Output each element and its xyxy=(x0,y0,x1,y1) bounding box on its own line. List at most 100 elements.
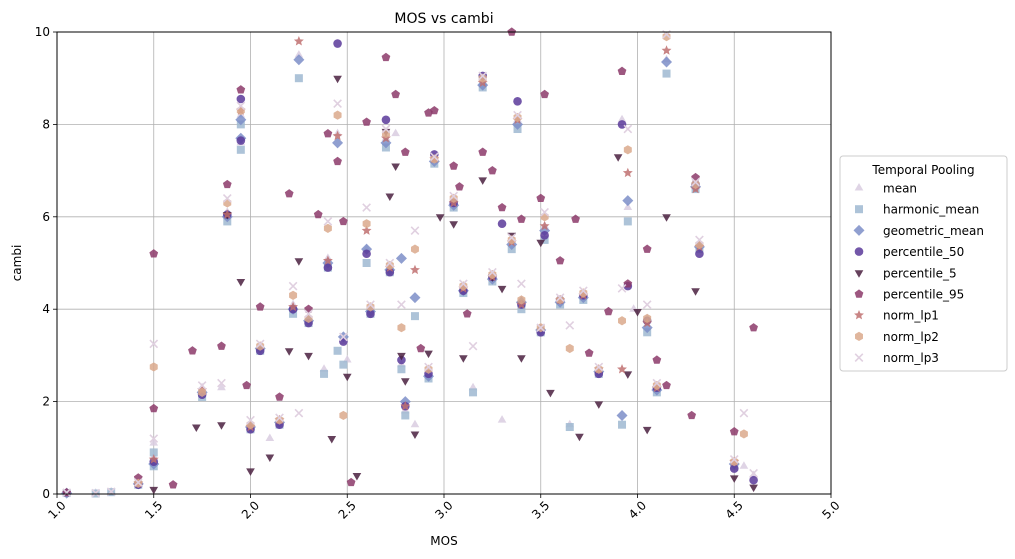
data-point xyxy=(333,110,342,120)
data-point xyxy=(242,380,251,390)
data-point xyxy=(339,410,348,421)
y-tick-label: 8 xyxy=(42,117,50,131)
data-point xyxy=(323,129,333,138)
data-point xyxy=(513,110,522,120)
data-point xyxy=(362,249,371,259)
series-mean xyxy=(62,50,758,496)
data-point xyxy=(149,448,158,457)
data-point xyxy=(255,339,265,349)
data-point xyxy=(478,73,487,83)
data-point xyxy=(397,365,406,374)
legend-label: percentile_50 xyxy=(883,245,964,259)
data-point xyxy=(617,120,627,129)
data-point xyxy=(188,346,197,355)
data-point xyxy=(339,216,348,226)
data-point xyxy=(294,258,304,266)
data-point xyxy=(661,56,673,68)
data-point xyxy=(695,235,704,245)
data-point xyxy=(168,480,178,489)
data-point xyxy=(380,137,392,149)
x-tick-label: 2.5 xyxy=(336,498,359,521)
data-point xyxy=(749,468,758,478)
data-point xyxy=(149,438,159,446)
data-point xyxy=(362,203,371,212)
data-point xyxy=(449,221,459,229)
data-point xyxy=(222,209,233,219)
legend-marker xyxy=(854,289,864,298)
y-tick-label: 0 xyxy=(42,487,50,501)
data-point xyxy=(584,348,594,357)
data-point xyxy=(687,410,697,420)
data-point xyxy=(339,337,348,346)
legend-box xyxy=(839,155,1008,372)
legend-marker xyxy=(855,331,863,341)
data-point xyxy=(478,71,488,81)
data-point xyxy=(333,39,342,48)
data-point xyxy=(323,217,333,226)
data-point xyxy=(410,264,420,275)
data-point xyxy=(246,415,255,425)
data-point xyxy=(623,124,633,134)
data-point xyxy=(617,66,627,75)
data-point xyxy=(749,475,758,485)
data-point xyxy=(594,401,604,409)
y-axis-ticks: 0 2 4 6 8 10 xyxy=(35,25,57,501)
data-point xyxy=(691,288,700,296)
data-point xyxy=(613,154,623,162)
data-point xyxy=(695,249,704,259)
data-point xyxy=(458,279,468,289)
data-point xyxy=(265,454,275,463)
data-point xyxy=(488,269,497,280)
data-point xyxy=(691,177,700,187)
data-point xyxy=(410,226,420,236)
data-point xyxy=(729,475,739,483)
legend-marker xyxy=(854,247,864,256)
data-point xyxy=(565,321,575,330)
legend-label: norm_lp2 xyxy=(883,330,939,344)
data-point xyxy=(652,355,662,364)
data-point xyxy=(333,346,342,355)
y-tick-label: 10 xyxy=(35,25,50,39)
data-point xyxy=(642,300,652,309)
data-point xyxy=(497,202,507,212)
data-point xyxy=(749,323,758,332)
y-tick-label: 6 xyxy=(42,210,50,224)
legend-marker xyxy=(854,310,864,320)
legend-marker xyxy=(853,224,865,236)
x-tick-label: 1.5 xyxy=(142,498,165,521)
data-point xyxy=(449,191,459,201)
data-point xyxy=(497,285,507,294)
data-point xyxy=(555,293,565,303)
data-point xyxy=(366,300,375,309)
data-point xyxy=(222,193,232,203)
data-point xyxy=(739,461,749,469)
data-point xyxy=(222,179,232,189)
data-point xyxy=(133,478,143,487)
data-point xyxy=(333,99,342,108)
data-point xyxy=(410,419,420,428)
x-tick-label: 3.0 xyxy=(432,498,455,521)
legend: Temporal Pooling mean harmonic_meangeomet… xyxy=(839,155,1008,372)
data-point xyxy=(410,431,420,439)
data-point xyxy=(304,352,313,361)
data-point xyxy=(362,117,371,126)
data-point xyxy=(381,52,391,62)
data-point xyxy=(497,219,507,229)
data-point xyxy=(478,177,488,185)
data-point xyxy=(617,114,627,123)
data-point xyxy=(294,74,303,83)
data-point xyxy=(381,124,391,134)
data-point xyxy=(91,488,101,498)
grid-lines xyxy=(56,31,832,495)
x-tick-label: 4.0 xyxy=(626,498,649,521)
data-point xyxy=(149,249,159,258)
data-point xyxy=(235,114,247,126)
data-point xyxy=(217,422,226,430)
series-percentile_95 xyxy=(62,27,758,497)
data-point xyxy=(149,403,159,413)
data-point xyxy=(149,434,159,443)
series-norm_lp2 xyxy=(134,32,748,488)
data-point xyxy=(424,350,433,359)
series-harmonic_mean xyxy=(62,69,739,498)
